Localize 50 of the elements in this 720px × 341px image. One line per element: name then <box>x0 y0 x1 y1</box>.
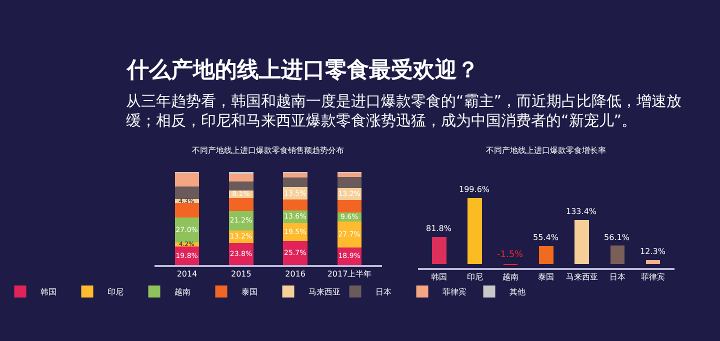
x-tick-label: 2017上半年 <box>327 269 372 278</box>
bar <box>610 246 625 264</box>
x-tick-label: 2016 <box>285 269 306 278</box>
bar <box>337 172 362 178</box>
x-tick-label: 2015 <box>230 269 252 278</box>
x-tick-label: 泰国 <box>538 272 554 282</box>
legend-label: 泰国 <box>241 288 258 297</box>
bar <box>432 237 446 264</box>
x-tick-label: 越南 <box>502 272 518 282</box>
bar <box>228 174 254 182</box>
bar <box>646 260 660 264</box>
x-tick-label: 印尼 <box>466 272 483 282</box>
data-label: 81.8% <box>426 224 452 233</box>
bar <box>283 172 308 178</box>
bar <box>283 177 308 188</box>
text: 什么产地的线上进口零食最受欢迎？ <box>126 57 479 83</box>
bar <box>337 200 362 213</box>
bar <box>538 246 554 264</box>
legend-label: 日本 <box>375 288 392 297</box>
chart-title: 不同产地线上进口爆款零食销售额趋势分布 <box>192 146 344 155</box>
data-label: 199.6% <box>459 185 490 194</box>
data-label: 56.1% <box>604 233 630 242</box>
bar <box>174 172 200 187</box>
bar <box>174 186 200 200</box>
bar <box>337 222 362 248</box>
bar <box>468 198 482 264</box>
legend-label: 越南 <box>174 288 190 297</box>
x-tick-label: 马来西亚 <box>566 272 598 282</box>
legend-label: 菲律宾 <box>442 288 466 297</box>
x-tick-label: 菲律宾 <box>641 272 666 282</box>
bar <box>574 220 589 264</box>
x-tick-label: 韩国 <box>431 272 448 282</box>
legend-label: 马来西亚 <box>308 288 340 297</box>
x-tick-label: 2014 <box>176 269 198 278</box>
data-label: 55.4% <box>533 233 559 242</box>
legend-label: 韩国 <box>40 288 56 297</box>
data-label: 12.3% <box>640 247 666 256</box>
text: 从三年趋势看，韩国和越南一度是进口爆款零食的“霸主”，而近期占比降低，增速放缓；相反，印尼和马来西亚爆款零食涨势迅猛，成为中国消费者的“新宠儿”。 <box>126 92 682 130</box>
data-label: 133.4% <box>566 207 597 216</box>
bar <box>283 200 308 210</box>
bar <box>228 181 254 190</box>
legend-label: 其他 <box>509 288 526 297</box>
legend-label: 印尼 <box>107 288 124 297</box>
bar <box>283 241 308 265</box>
chart-title: 不同产地线上进口爆款零食增长率 <box>486 146 606 155</box>
x-tick-label: 日本 <box>609 272 626 282</box>
bar <box>228 198 254 211</box>
bar <box>174 203 200 218</box>
data-label: -1.5% <box>497 250 524 260</box>
bar <box>337 177 362 188</box>
